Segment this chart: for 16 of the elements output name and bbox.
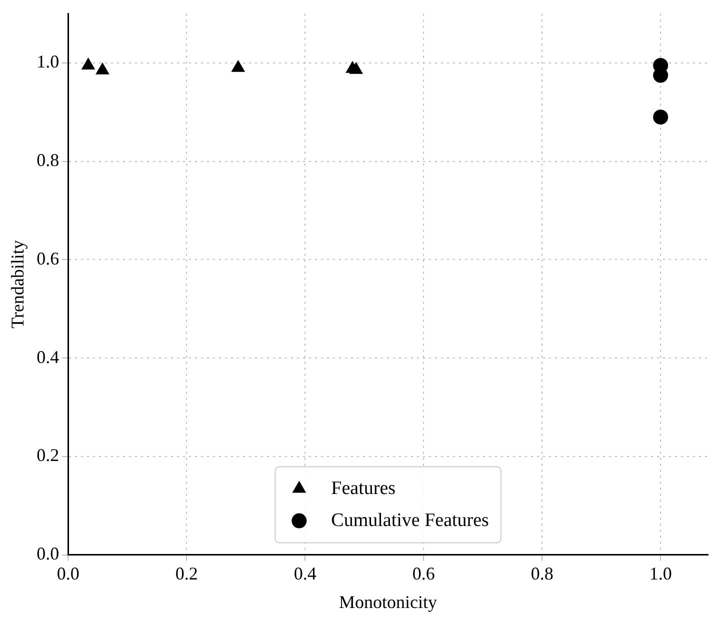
- x-tick-label: 0.4: [294, 563, 316, 584]
- y-axis-title: Trendability: [8, 240, 28, 328]
- legend-label: Cumulative Features: [331, 510, 489, 531]
- x-axis-title: Monotonicity: [339, 592, 438, 612]
- y-tick-label: 0.6: [36, 248, 60, 268]
- y-tick-label: 1.0: [36, 52, 60, 72]
- x-tick-label: 0.0: [56, 563, 80, 584]
- y-tick-label: 0.0: [36, 544, 60, 564]
- x-tick-label: 0.8: [530, 563, 554, 584]
- y-tick-label: 0.8: [36, 150, 60, 170]
- x-tick-label: 0.2: [175, 563, 198, 584]
- x-tick-label: 1.0: [649, 563, 672, 584]
- legend-label: Features: [331, 478, 396, 499]
- y-tick-label: 0.4: [36, 346, 60, 367]
- y-tick-label: 0.2: [36, 445, 60, 466]
- x-tick-label: 0.6: [412, 563, 435, 584]
